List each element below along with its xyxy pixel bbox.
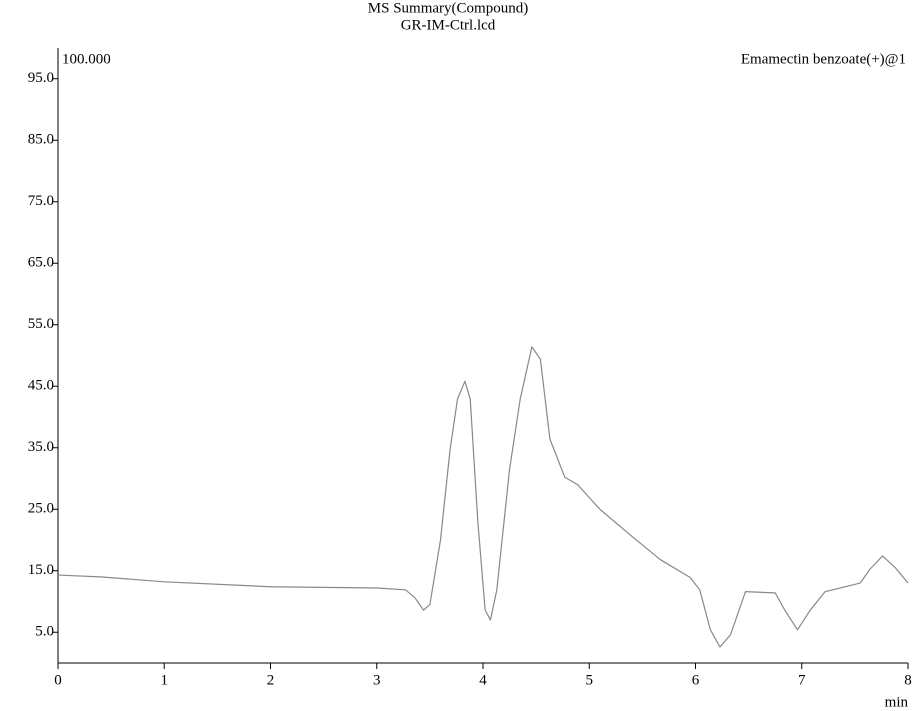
x-tick-label: 4 <box>479 672 487 688</box>
y-tick-label: 75.0 <box>28 193 54 209</box>
y-tick-label: 85.0 <box>28 132 54 148</box>
x-tick-label: 8 <box>904 672 912 688</box>
x-tick-label: 5 <box>586 672 594 688</box>
x-axis-label: min <box>885 694 909 710</box>
x-tick-label: 1 <box>161 672 169 688</box>
chart-subtitle: GR-IM-Ctrl.lcd <box>401 17 496 33</box>
x-tick-label: 0 <box>54 672 62 688</box>
x-tick-label: 6 <box>692 672 700 688</box>
y-tick-label: 5.0 <box>35 624 54 640</box>
trace <box>57 346 909 648</box>
y-tick-label: 15.0 <box>28 562 54 578</box>
chart-title: MS Summary(Compound) <box>368 0 528 16</box>
corner-label: 100.000 <box>62 51 111 67</box>
y-tick-label: 45.0 <box>28 378 54 394</box>
y-tick-label: 95.0 <box>28 70 54 86</box>
x-tick-label: 7 <box>798 672 806 688</box>
x-tick-label: 2 <box>267 672 275 688</box>
y-tick-label: 35.0 <box>28 439 54 455</box>
y-tick-label: 65.0 <box>28 255 54 271</box>
x-tick-label: 3 <box>373 672 381 688</box>
legend-entry: Emamectin benzoate(+)@1 <box>741 51 906 67</box>
y-tick-label: 25.0 <box>28 501 54 517</box>
y-tick-label: 55.0 <box>28 316 54 332</box>
